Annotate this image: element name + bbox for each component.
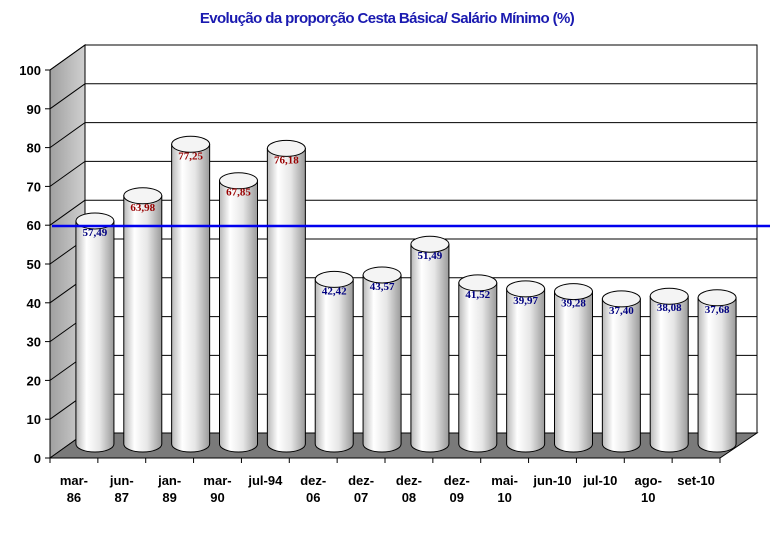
x-tick-label: dez-09 <box>444 473 470 505</box>
gridline-side <box>49 44 86 71</box>
bar <box>171 135 211 453</box>
bar-body <box>697 297 737 453</box>
bar <box>697 289 737 453</box>
bar <box>219 172 258 453</box>
bar-top <box>362 266 402 284</box>
data-label: 57,49 <box>83 227 108 239</box>
gridline-side <box>49 199 86 226</box>
y-tick-label: 50 <box>27 257 41 272</box>
y-tick-label: 30 <box>27 335 41 350</box>
data-label: 41,52 <box>465 289 490 301</box>
y-tick-label: 100 <box>19 63 41 78</box>
x-tick-label: jun-10 <box>532 473 571 488</box>
x-tick-label: jun-87 <box>109 473 134 505</box>
bar <box>314 270 354 453</box>
bar-body <box>458 282 498 453</box>
y-tick-label: 60 <box>27 218 41 233</box>
data-label: 38,08 <box>657 302 682 314</box>
data-label: 37,68 <box>705 304 730 316</box>
data-label: 63,98 <box>130 202 155 214</box>
bar-body <box>410 243 450 453</box>
bar-top <box>410 235 450 253</box>
x-tick-label: dez-07 <box>348 473 374 505</box>
bar <box>601 290 641 453</box>
x-tick-label: jul-10 <box>582 473 617 488</box>
y-tick-label: 40 <box>27 296 41 311</box>
bar-body <box>219 180 258 453</box>
bar <box>649 287 689 453</box>
bar-body <box>171 143 211 453</box>
chart-title: Evolução da proporção Cesta Básica/ Salá… <box>199 10 575 27</box>
bar <box>123 187 163 453</box>
y-tick-label: 80 <box>27 141 41 156</box>
bar-top <box>314 270 354 288</box>
bar-body <box>123 195 163 453</box>
bar <box>458 274 498 453</box>
y-tick-label: 10 <box>27 412 41 427</box>
x-tick-label: mai-10 <box>491 473 518 505</box>
gridline-side <box>49 160 86 187</box>
bar-top <box>219 172 258 190</box>
x-tick-label: dez-06 <box>300 473 326 505</box>
x-tick-label: mar-86 <box>60 473 88 505</box>
bar-body <box>506 288 546 453</box>
bar-body <box>266 147 306 453</box>
data-label: 39,28 <box>561 298 586 310</box>
bar-top <box>123 187 163 205</box>
y-tick-label: 70 <box>27 179 41 194</box>
bar-top <box>506 280 546 298</box>
bar-body <box>362 274 402 453</box>
y-tick-label: 0 <box>34 451 41 466</box>
bar-body <box>649 295 689 453</box>
x-tick-label: mar-90 <box>203 473 231 505</box>
bar <box>506 280 546 453</box>
data-label: 42,42 <box>322 285 347 297</box>
bar-body <box>75 220 115 453</box>
bar-top <box>697 289 737 307</box>
data-label: 43,57 <box>370 281 395 293</box>
bar-body <box>601 298 641 453</box>
x-tick-label: jan-89 <box>157 473 181 505</box>
bar-top <box>171 135 211 153</box>
bar-top <box>649 287 689 305</box>
bar <box>266 139 306 453</box>
x-tick-label: jul-94 <box>247 473 283 488</box>
y-tick-label: 20 <box>27 373 41 388</box>
x-tick-label: set-10 <box>677 473 715 488</box>
bar-body <box>554 291 593 453</box>
bar-top <box>554 283 593 301</box>
gridline-side <box>49 83 86 110</box>
x-tick-label: ago-10 <box>634 473 661 505</box>
data-label: 37,40 <box>609 305 634 317</box>
bar <box>554 283 593 453</box>
data-label: 77,25 <box>178 150 203 162</box>
bar-top <box>601 290 641 308</box>
gridline-side <box>49 122 86 149</box>
bar <box>410 235 450 453</box>
bar <box>75 212 115 453</box>
data-label: 39,97 <box>513 295 538 307</box>
x-tick-label: dez-08 <box>396 473 422 505</box>
bar-top <box>266 139 306 157</box>
y-tick-label: 90 <box>27 102 41 117</box>
bar <box>362 266 402 453</box>
bar-body <box>314 278 354 453</box>
data-label: 76,18 <box>274 154 299 166</box>
data-label: 51,49 <box>418 250 443 262</box>
bar-top <box>458 274 498 292</box>
data-label: 67,85 <box>226 187 251 199</box>
